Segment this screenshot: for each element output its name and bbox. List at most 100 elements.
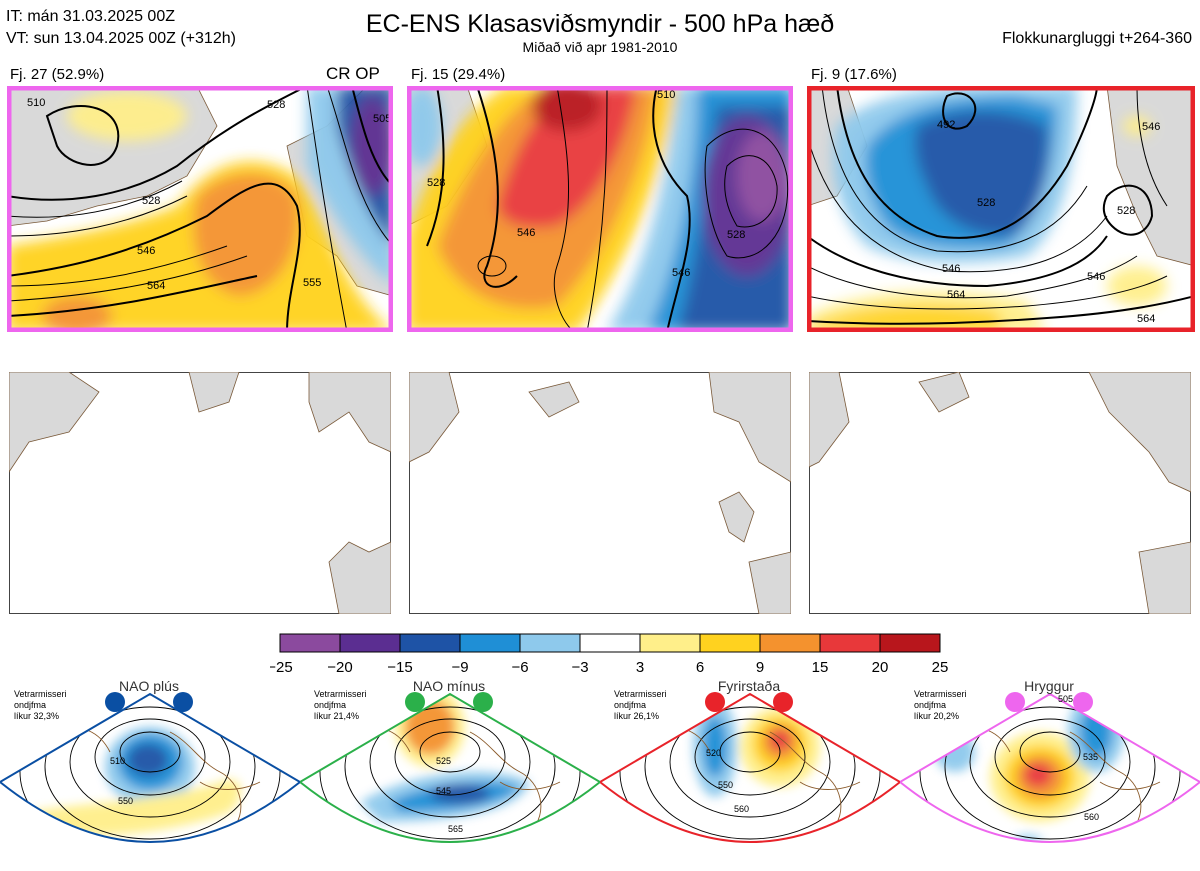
contour-label: 528 [142,195,160,207]
regime-3-marker [773,692,793,712]
cluster-1-map: 510 528 528 546 564 505 555 [7,86,393,332]
colorbar-tick-label: 6 [696,659,704,676]
contour-label: 510 [657,89,675,101]
regime-1-name: NAO plús [119,678,179,694]
colorbar-tick-label: 25 [932,659,949,676]
page-title: EC-ENS Klasasviðsmyndir - 500 hPa hæð [365,10,835,38]
contour-label: 555 [303,277,321,289]
contour-label: 546 [672,267,690,279]
empty-map-1 [9,372,391,614]
regime-2-stat: Vetrarmisseri [314,689,367,699]
cluster-3-map: 492 528 546 564 528 546 546 564 [807,86,1195,332]
regime-3-map: Fyrirstaða Vetrarmisseri ondjfma líkur 2… [600,678,900,843]
regime-contour-label: 550 [718,780,733,790]
contour-label: 528 [1117,205,1135,217]
contour-label: 546 [137,245,155,257]
regime-4-stat: Vetrarmisseri [914,689,967,699]
contour-label: 564 [147,280,165,292]
colorbar-tick-label: −3 [571,659,588,676]
regime-3-name: Fyrirstaða [718,678,780,694]
regime-1-stat: líkur 32,3% [14,711,59,721]
colorbar-cell [579,633,641,653]
colorbar-cell [819,633,881,653]
colorbar-tick-label: 3 [636,659,644,676]
colorbar-cell [339,633,401,653]
regime-contour-label: 560 [734,804,749,814]
colorbar-cell [519,633,581,653]
contour-label: 546 [1087,271,1105,283]
contour-label: 510 [27,97,45,109]
colorbar-tick-label: −25 [270,659,293,676]
regime-2-marker [473,692,493,712]
regime-4-frame [900,692,1200,843]
regime-2-map: NAO mínus Vetrarmisseri ondjfma líkur 21… [300,678,600,843]
regime-4-map: Hryggur Vetrarmisseri ondjfma líkur 20,2… [900,678,1200,843]
regime-4-marker [1073,692,1093,712]
colorbar-cell [699,633,761,653]
colorbar: −25 −20 −15 −9 −6 −3 3 6 9 15 20 25 [270,633,949,676]
contour-label: 546 [517,227,535,239]
regime-3-marker [705,692,725,712]
valid-time: VT: sun 13.04.2025 00Z (+312h) [6,30,236,47]
regime-2-stat: ondjfma [314,700,346,710]
colorbar-cell [279,633,341,653]
regime-2-name: NAO mínus [413,678,485,694]
regime-4-marker [1005,692,1025,712]
regime-3-stat: ondjfma [614,700,646,710]
regime-4-name: Hryggur [1024,678,1074,694]
regime-contour-label: 550 [118,796,133,806]
regime-contour-label: 510 [110,756,125,766]
colorbar-cell [639,633,701,653]
regime-1-map: NAO plús Vetrarmisseri ondjfma líkur 32,… [0,678,300,843]
regime-1-stat: Vetrarmisseri [14,689,67,699]
regime-contour-label: 525 [436,756,451,766]
colorbar-tick-label: 9 [756,659,764,676]
contour-label: 546 [1142,121,1160,133]
regime-1-marker [173,692,193,712]
colorbar-tick-label: −6 [511,659,528,676]
cluster-2-map: 528 546 528 546 510 [407,86,793,332]
colorbar-tick-label: −15 [387,659,412,676]
regime-2-stat: líkur 21,4% [314,711,359,721]
contour-label: 528 [727,229,745,241]
regime-4-stat: ondjfma [914,700,946,710]
regime-1-stat: ondjfma [14,700,46,710]
empty-map-3 [809,372,1191,614]
contour-label: 528 [427,177,445,189]
cluster-2-label: Fj. 15 (29.4%) [411,66,506,83]
contour-label: 528 [267,99,285,111]
colorbar-tick-label: −9 [451,659,468,676]
colorbar-cell [459,633,521,653]
cluster-1-frame [7,86,393,332]
header-info: IT: mán 31.03.2025 00Z VT: sun 13.04.202… [6,6,236,50]
colorbar-tick-label: 15 [812,659,829,676]
colorbar-cell [879,633,941,653]
colorbar-tick-label: 20 [872,659,889,676]
regime-2-frame [300,692,600,843]
classification-window: Flokkunargluggi t+264-360 [1002,30,1192,47]
regime-2-marker [405,692,425,712]
contour-label: 528 [977,197,995,209]
colorbar-tick-label: −20 [327,659,352,676]
regime-3-stat: líkur 26,1% [614,711,659,721]
contour-label: 505 [373,113,391,125]
regime-1-marker [105,692,125,712]
contour-label: 564 [1137,313,1155,325]
colorbar-cell [399,633,461,653]
regime-3-frame [600,692,900,843]
regime-contour-label: 560 [1084,812,1099,822]
contour-label: 492 [937,119,955,131]
cluster-1-label: Fj. 27 (52.9%) [10,66,105,83]
initial-time: IT: mán 31.03.2025 00Z [6,8,175,25]
cluster-1-flag: CR OP [326,64,380,83]
cluster-3-frame [807,86,1195,332]
regime-1-frame [0,692,300,843]
colorbar-cell [759,633,821,653]
regime-contour-label: 520 [706,748,721,758]
regime-contour-label: 545 [436,786,451,796]
regime-contour-label: 565 [448,824,463,834]
cluster-2-frame [407,86,793,332]
empty-map-2 [409,372,791,614]
regime-contour-label: 505 [1058,694,1073,704]
regime-4-stat: líkur 20,2% [914,711,959,721]
